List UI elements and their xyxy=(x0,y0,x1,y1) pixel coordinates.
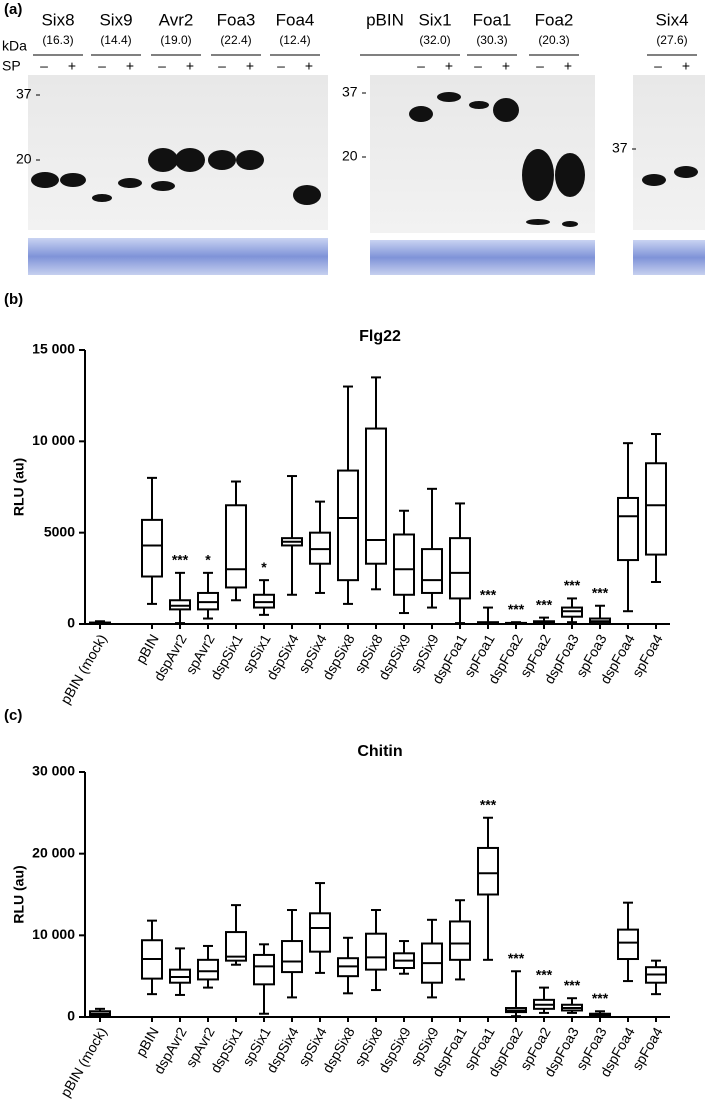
sp-plus: + xyxy=(186,58,194,74)
box xyxy=(617,928,639,961)
y-tick-label: 15 000 xyxy=(32,341,75,357)
lane-mw: (16.3) xyxy=(42,33,73,47)
significance: *** xyxy=(592,584,609,600)
lane-name: Avr2 xyxy=(159,10,194,29)
sp-minus: – xyxy=(40,58,48,74)
significance: *** xyxy=(592,990,609,1006)
panel-label: (c) xyxy=(4,707,22,724)
sp-plus: + xyxy=(246,58,254,74)
lane-mw: (12.4) xyxy=(279,33,310,47)
x-tick-label: pBIN xyxy=(132,631,161,666)
significance: * xyxy=(205,552,211,568)
kda-label: kDa xyxy=(2,38,27,54)
sp-plus: + xyxy=(682,58,690,74)
y-tick-label: 30 000 xyxy=(32,763,75,779)
significance: *** xyxy=(536,596,553,612)
lane-mw: (14.4) xyxy=(100,33,131,47)
lane-name: Foa4 xyxy=(276,10,315,29)
sp-plus: + xyxy=(564,58,572,74)
mw-marker: 20 xyxy=(342,148,358,164)
box xyxy=(141,518,163,578)
sp-plus: + xyxy=(68,58,76,74)
lane-name: Foa3 xyxy=(217,10,256,29)
sp-minus: – xyxy=(474,58,482,74)
box xyxy=(197,958,219,981)
lane-mw: (27.6) xyxy=(656,33,687,47)
significance: *** xyxy=(508,601,525,617)
y-tick-label: 20 000 xyxy=(32,844,75,860)
sp-plus: + xyxy=(305,58,313,74)
significance: *** xyxy=(536,966,553,982)
lane-mw: (19.0) xyxy=(160,33,191,47)
x-tick-label: pBIN xyxy=(132,1024,161,1059)
lane-mw: (30.3) xyxy=(476,33,507,47)
sp-minus: – xyxy=(218,58,226,74)
lane-name: Six8 xyxy=(41,10,74,29)
lane-name: Six9 xyxy=(99,10,132,29)
significance: *** xyxy=(508,950,525,966)
box xyxy=(225,504,247,589)
box xyxy=(421,548,443,594)
box xyxy=(645,462,667,556)
sp-plus: + xyxy=(126,58,134,74)
y-axis-title: RLU (au) xyxy=(11,458,27,516)
panel-label: (b) xyxy=(4,291,23,308)
significance: *** xyxy=(564,977,581,993)
y-tick-label: 10 000 xyxy=(32,926,75,942)
sp-minus: – xyxy=(536,58,544,74)
significance: *** xyxy=(172,552,189,568)
box xyxy=(393,533,415,596)
box xyxy=(253,953,275,986)
sp-minus: – xyxy=(277,58,285,74)
box xyxy=(337,469,359,582)
lane-mw: (22.4) xyxy=(220,33,251,47)
mw-marker: 37 xyxy=(612,140,628,156)
mw-marker: 37 xyxy=(342,84,358,100)
y-tick-label: 0 xyxy=(67,615,75,631)
chart-title: Flg22 xyxy=(359,328,401,345)
lane-name: pBIN xyxy=(366,10,404,29)
sp-minus: – xyxy=(158,58,166,74)
panel-label: (a) xyxy=(4,1,22,18)
sp-minus: – xyxy=(654,58,662,74)
significance: *** xyxy=(480,796,497,812)
box xyxy=(617,496,639,562)
mw-marker: 37 xyxy=(16,86,32,102)
lane-name: Six4 xyxy=(655,10,688,29)
box xyxy=(449,920,471,961)
sp-label: SP xyxy=(2,58,21,74)
box xyxy=(477,846,499,896)
box xyxy=(449,537,471,600)
y-axis-title: RLU (au) xyxy=(11,865,27,923)
lane-mw: (20.3) xyxy=(538,33,569,47)
significance: * xyxy=(261,559,267,575)
sp-plus: + xyxy=(502,58,510,74)
significance: *** xyxy=(564,577,581,593)
box xyxy=(365,427,387,565)
box xyxy=(281,940,303,974)
box xyxy=(365,932,387,971)
y-tick-label: 10 000 xyxy=(32,432,75,448)
x-tick-label: pBIN (mock) xyxy=(57,1024,110,1099)
box xyxy=(309,912,331,953)
significance: *** xyxy=(480,586,497,602)
lane-name: Six1 xyxy=(418,10,451,29)
y-tick-label: 0 xyxy=(67,1008,75,1024)
lane-name: Foa2 xyxy=(535,10,574,29)
sp-minus: – xyxy=(98,58,106,74)
lane-mw: (32.0) xyxy=(419,33,450,47)
chart-title: Chitin xyxy=(357,743,402,760)
sp-plus: + xyxy=(445,58,453,74)
blots xyxy=(28,75,705,275)
sp-minus: – xyxy=(417,58,425,74)
y-tick-label: 5000 xyxy=(44,523,75,539)
x-tick-label: pBIN (mock) xyxy=(57,631,110,706)
lane-name: Foa1 xyxy=(473,10,512,29)
box xyxy=(225,931,247,962)
mw-marker: 20 xyxy=(16,151,32,167)
